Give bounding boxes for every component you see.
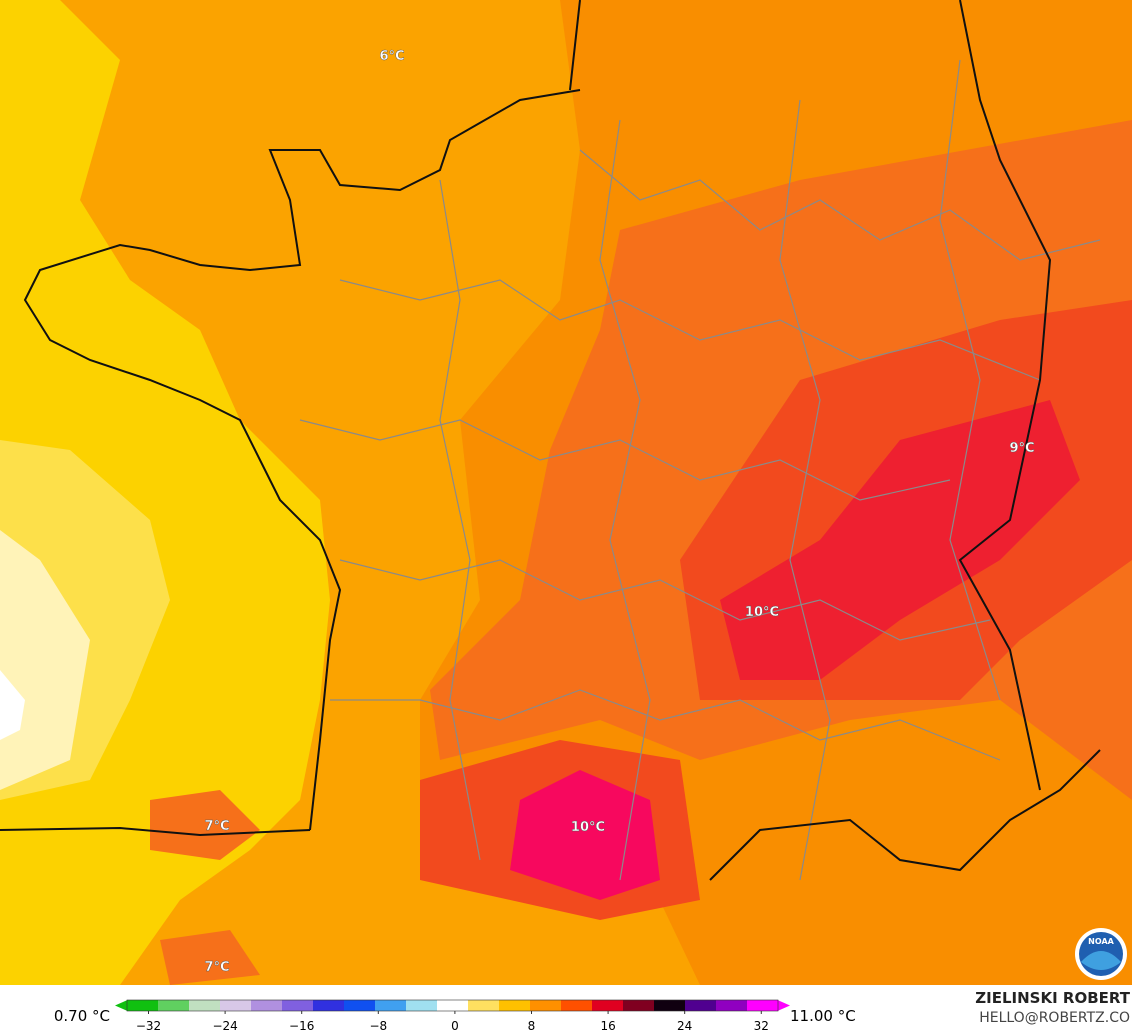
colorbar-segment: [313, 1000, 345, 1011]
colorbar-segment: [654, 1000, 686, 1011]
contour-label: 9°C: [1009, 441, 1034, 456]
max-label: 11.00 °C: [790, 1007, 856, 1025]
colorbar-frame: [126, 999, 779, 1012]
colorbar-tick-label: −32: [136, 1019, 161, 1033]
temperature-map: 6°C 9°C 10°C 10°C 7°C 7°C NOAA: [0, 0, 1132, 985]
noaa-logo: NOAA: [1075, 928, 1127, 980]
credit-email: HELLO@ROBERTZ.CO: [979, 1010, 1130, 1026]
colorbar-segment: [468, 1000, 500, 1011]
colorbar-segment: [406, 1000, 438, 1011]
colorbar-segment: [561, 1000, 593, 1011]
colorbar-segment: [189, 1000, 221, 1011]
colorbar-tick-label: 16: [600, 1019, 615, 1033]
colorbar-end: [777, 1000, 790, 1011]
colorbar-tick-label: 0: [451, 1019, 459, 1033]
credit-name: ZIELINSKI ROBERT: [975, 989, 1130, 1007]
colorbar-tick-label: −8: [369, 1019, 387, 1033]
contour-label: 10°C: [745, 605, 779, 620]
colorbar-end: [115, 1000, 128, 1011]
contour-label: 10°C: [571, 820, 605, 835]
colorbar-segment: [282, 1000, 314, 1011]
colorbar-segment: [127, 1000, 159, 1011]
contour-label: 7°C: [204, 960, 229, 975]
colorbar-segment: [716, 1000, 748, 1011]
colorbar-segment: [437, 1000, 469, 1011]
min-label: 0.70 °C: [54, 1007, 110, 1025]
colorbar-segment: [375, 1000, 407, 1011]
contour-label: 7°C: [204, 819, 229, 834]
logo-text: NOAA: [1088, 937, 1114, 946]
colorbar-segment: [623, 1000, 655, 1011]
colorbar-segment: [220, 1000, 252, 1011]
colorbar-tick-label: 8: [528, 1019, 536, 1033]
colorbar: 0.70 °C 11.00 °C −32 −24 −16 −8 0 8 16 24 32: [54, 999, 856, 1033]
colorbar-segment: [747, 1000, 779, 1011]
colorbar-tick-label: 32: [754, 1019, 769, 1033]
colorbar-tick-label: −24: [212, 1019, 237, 1033]
colorbar-segment: [685, 1000, 717, 1011]
colorbar-tick-label: −16: [289, 1019, 314, 1033]
colorbar-tick-label: 24: [677, 1019, 692, 1033]
colorbar-segment: [344, 1000, 376, 1011]
colorbar-segment: [592, 1000, 624, 1011]
colorbar-segment: [499, 1000, 531, 1011]
colorbar-segment: [158, 1000, 190, 1011]
colorbar-segment: [530, 1000, 562, 1011]
colorbar-segment: [251, 1000, 283, 1011]
contour-label: 6°C: [379, 49, 404, 64]
